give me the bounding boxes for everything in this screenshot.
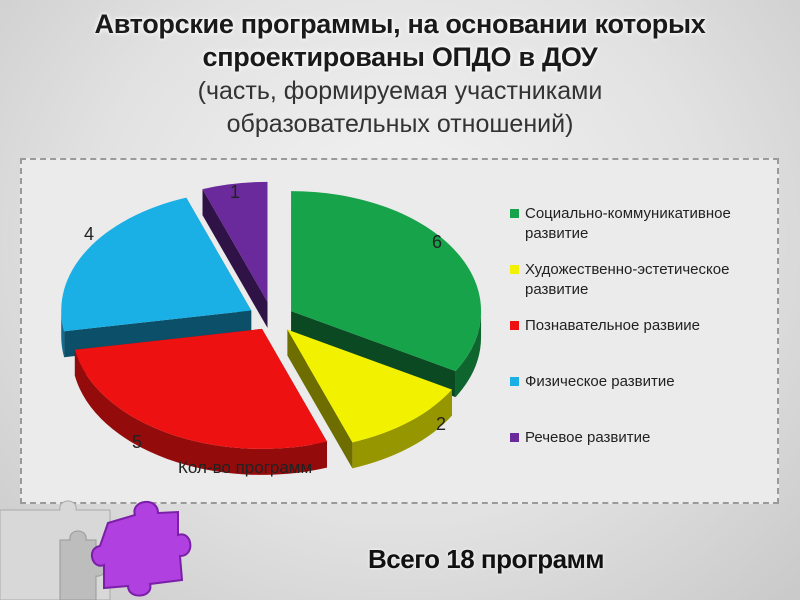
slide-title-line-2: спроектированы ОПДО в ДОУ — [202, 42, 598, 72]
legend-swatch — [510, 209, 519, 218]
slide-title-line-1: Авторские программы, на основании которы… — [94, 9, 706, 39]
slice-physical — [61, 197, 252, 358]
slice-art — [287, 329, 452, 469]
legend-label: Познавательное развиие — [525, 317, 700, 334]
legend-label: Художественно-эстетическое развитие — [525, 261, 730, 298]
legend-swatch — [510, 433, 519, 442]
slice-cognitive — [74, 328, 327, 475]
series-name-label: Кол-во программ — [178, 458, 313, 477]
slide-subtitle-line-1: (часть, формируемая участниками — [197, 77, 603, 105]
slice-social — [291, 191, 482, 398]
legend-label: Физическое развитие — [525, 373, 675, 390]
legend-label: Речевое развитие — [525, 429, 651, 446]
legend-item-speech: Речевое развитие — [510, 428, 785, 448]
slide-subtitle-line-2: образовательных отношений) — [226, 110, 574, 138]
data-label-cognitive: 5 — [132, 432, 143, 452]
legend-swatch — [510, 265, 519, 274]
slide-header: Авторские программы, на основании которы… — [0, 8, 800, 140]
data-label-physical: 4 — [84, 224, 95, 244]
legend-swatch — [510, 377, 519, 386]
legend-label: Социально-коммуникативное развитие — [525, 205, 731, 242]
total-programs: Всего 18 программ — [368, 544, 605, 574]
legend-swatch — [510, 321, 519, 330]
legend-item-physical: Физическое развитие — [510, 372, 785, 392]
legend-item-art: Художественно-эстетическое развитие — [510, 260, 785, 300]
data-label-social: 6 — [432, 232, 443, 252]
legend-item-cognitive: Познавательное развиие — [510, 316, 785, 336]
slice-speech — [202, 181, 268, 328]
data-label-art: 2 — [436, 414, 447, 434]
puzzle-decoration-icon — [0, 500, 192, 600]
legend-item-social: Социально-коммуникативное развитие — [510, 204, 785, 244]
data-label-speech: 1 — [230, 182, 241, 202]
